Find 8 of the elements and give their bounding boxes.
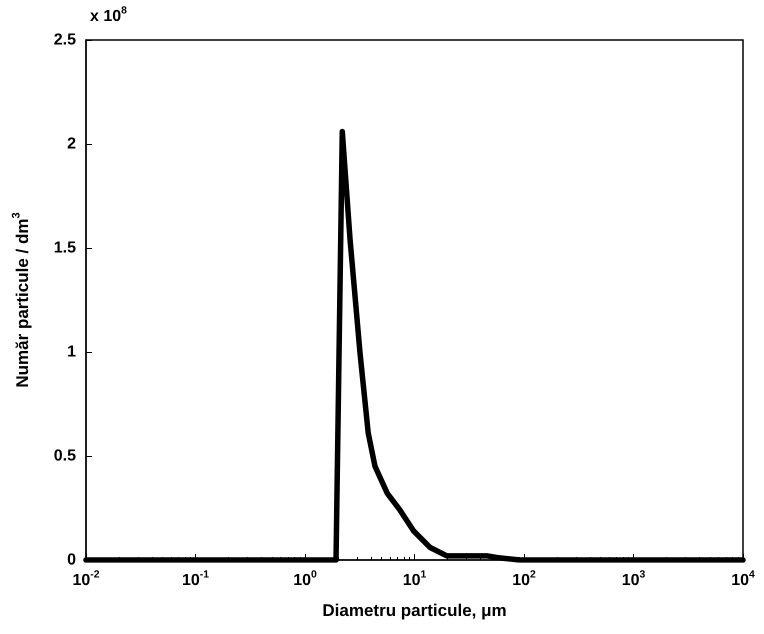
y-tick-label: 2 xyxy=(67,136,76,152)
y-tick-label: 1 xyxy=(67,344,76,360)
x-axis-title: Diametru particule, μm xyxy=(322,601,507,620)
y-tick-label: 1.5 xyxy=(54,240,76,256)
y-tick-label: 0 xyxy=(67,552,76,568)
y-tick-label: 0.5 xyxy=(54,448,76,464)
y-axis-title: Număr particule / dm3 xyxy=(10,212,32,388)
y-tick-label: 2.5 xyxy=(54,32,76,48)
